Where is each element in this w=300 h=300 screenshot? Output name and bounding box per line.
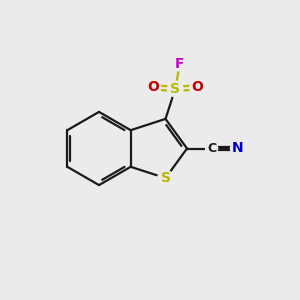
Text: C: C — [207, 142, 216, 155]
Circle shape — [167, 81, 183, 97]
Circle shape — [146, 80, 161, 94]
Circle shape — [190, 80, 204, 94]
Text: O: O — [191, 80, 203, 94]
Text: F: F — [175, 57, 184, 71]
Text: N: N — [231, 142, 243, 155]
Circle shape — [173, 58, 186, 71]
Circle shape — [230, 142, 244, 155]
Text: O: O — [148, 80, 160, 94]
Text: S: S — [160, 171, 170, 185]
Text: S: S — [170, 82, 180, 96]
Circle shape — [158, 170, 173, 186]
Circle shape — [206, 142, 218, 154]
